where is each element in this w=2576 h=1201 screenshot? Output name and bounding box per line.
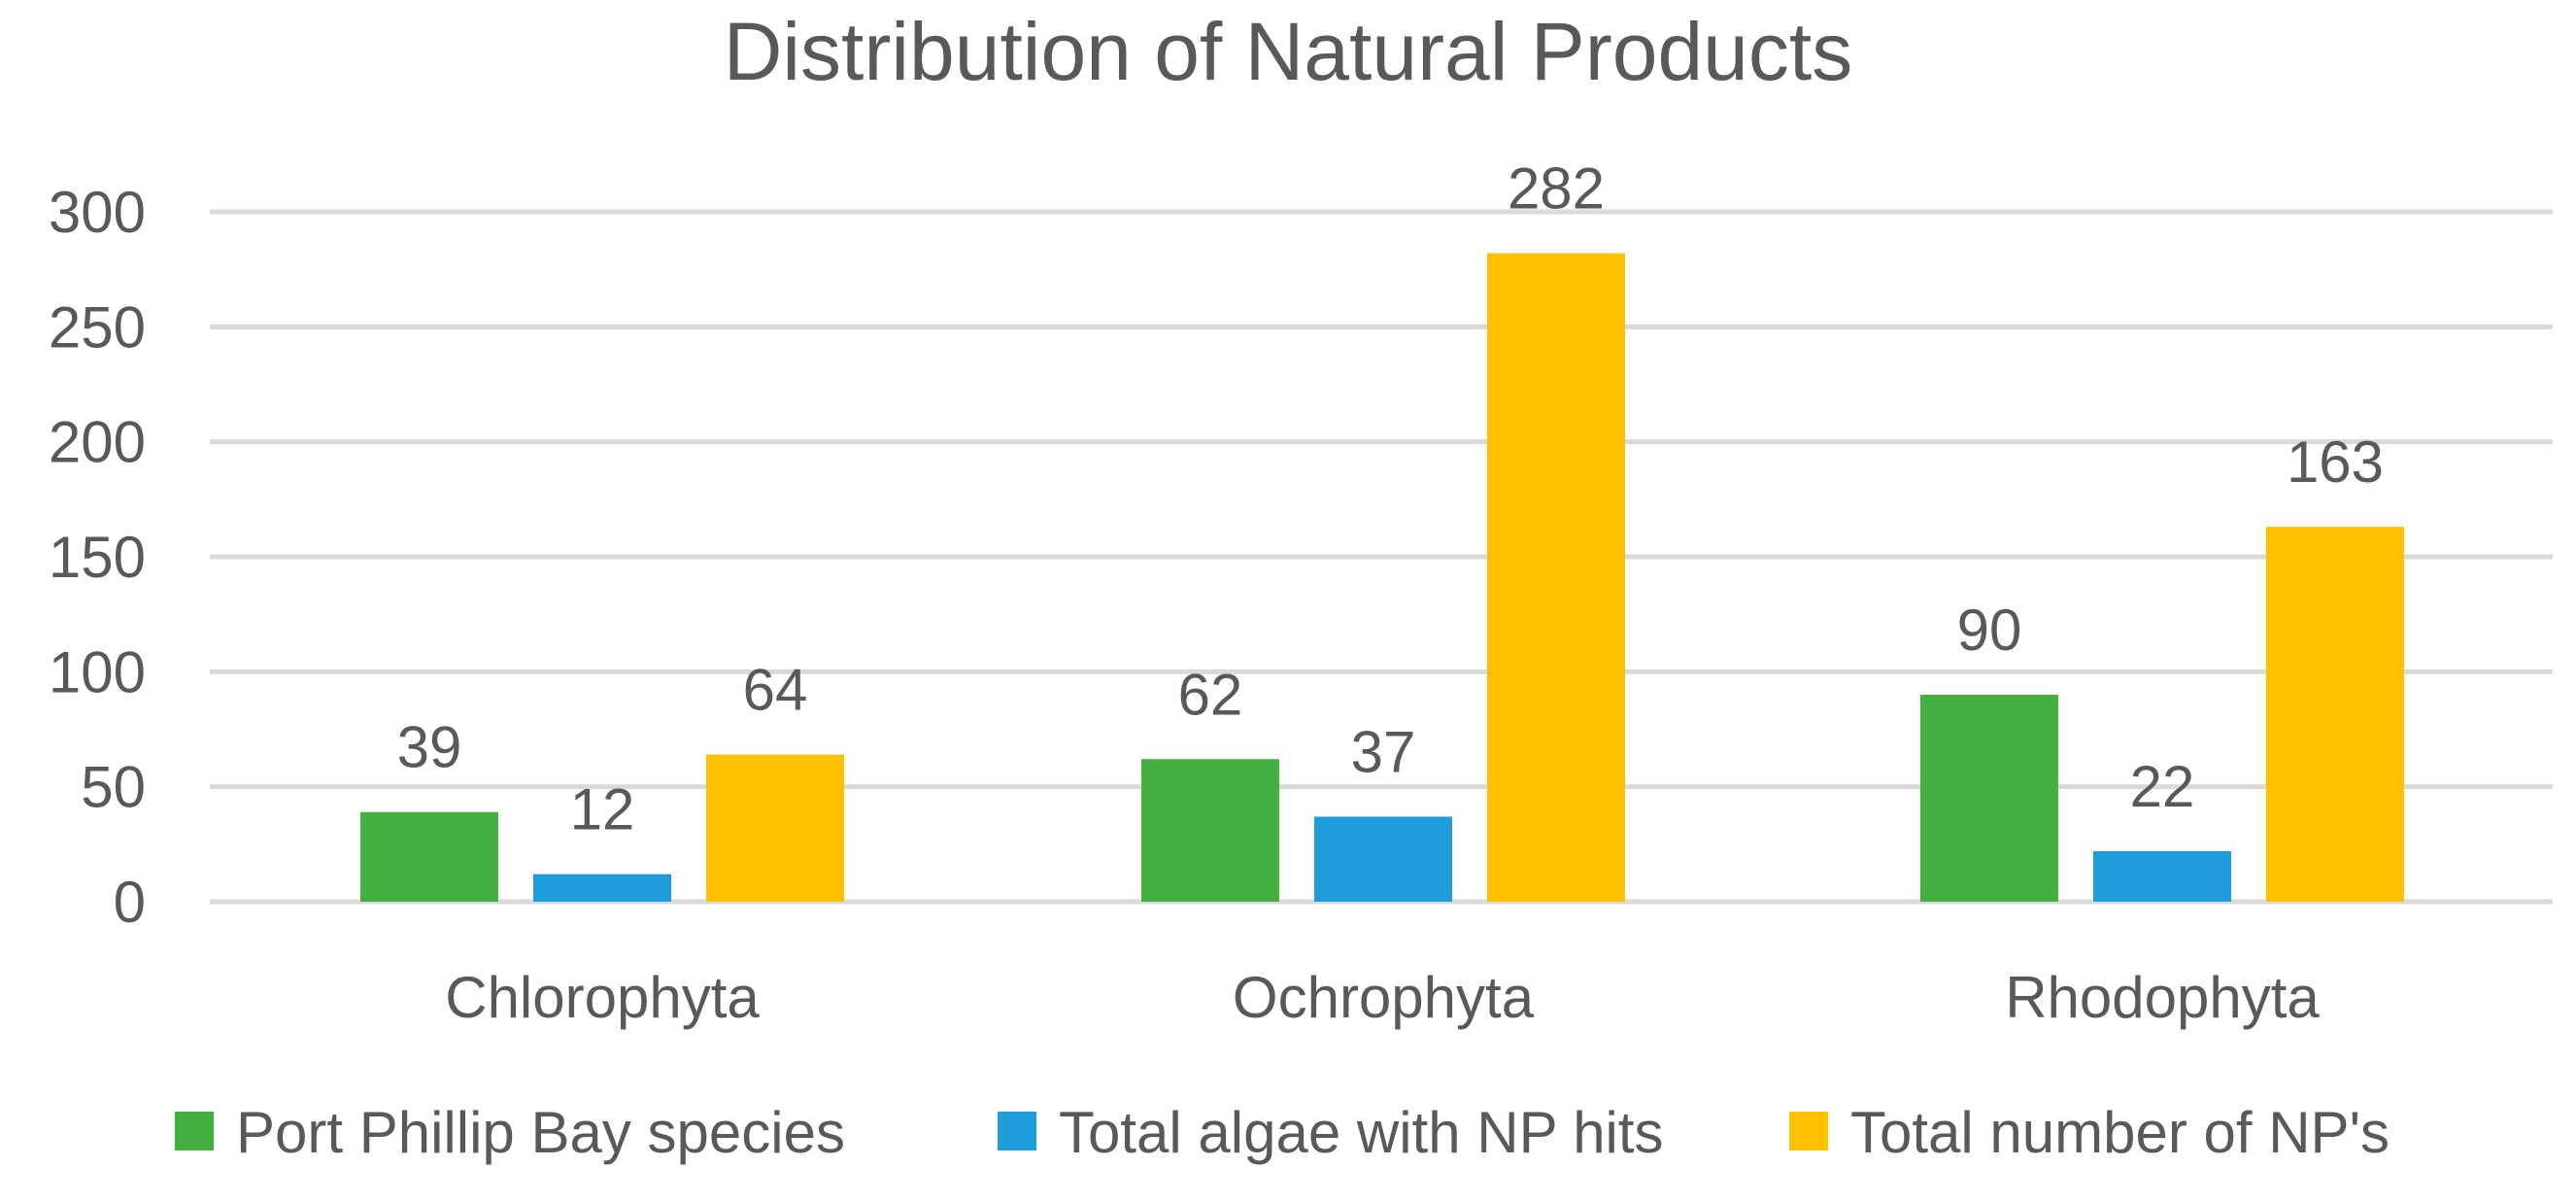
x-category-label-rhodophyta: Rhodophyta [2005,965,2320,1030]
data-label-chlorophyta-series-1: 39 [397,715,462,780]
y-tick-label-200: 200 [49,410,146,475]
y-axis-ticks: 0 50 100 150 200 250 300 [49,180,146,935]
legend-label-1: Port Phillip Bay species [236,1100,845,1165]
legend-swatch-3 [1789,1112,1828,1150]
y-tick-label-0: 0 [114,870,146,935]
data-label-rhodophyta-series-1: 90 [1957,598,2022,663]
chart-title: Distribution of Natural Products [724,6,1853,97]
data-label-ochrophyta-series-2: 37 [1351,719,1416,784]
y-tick-label-300: 300 [49,180,146,245]
legend-label-3: Total number of NP's [1850,1100,2390,1165]
bar-chlorophyta-series-2 [533,874,671,902]
legend: Port Phillip Bay species Total algae with… [175,1100,2390,1165]
y-tick-label-100: 100 [49,639,146,704]
bars-group [360,253,2404,903]
bar-chlorophyta-series-1 [360,811,498,902]
y-tick-label-150: 150 [49,525,146,590]
bar-rhodophyta-series-1 [1920,695,2058,902]
data-label-chlorophyta-series-3: 64 [743,658,808,723]
x-category-label-ochrophyta: Ochrophyta [1233,965,1535,1030]
data-label-ochrophyta-series-3: 282 [1508,156,1605,222]
legend-label-2: Total algae with NP hits [1059,1100,1664,1165]
data-label-chlorophyta-series-2: 12 [570,777,635,842]
legend-swatch-1 [175,1112,214,1150]
legend-swatch-2 [998,1112,1036,1150]
data-label-ochrophyta-series-1: 62 [1178,662,1243,727]
bar-ochrophyta-series-3 [1487,253,1625,903]
grid-lines [210,209,2553,905]
data-label-rhodophyta-series-3: 163 [2287,429,2384,495]
y-tick-label-250: 250 [49,294,146,360]
data-labels-group: 39 12 64 62 37 282 90 22 163 [397,156,2384,842]
bar-rhodophyta-series-2 [2093,850,2231,902]
x-category-label-chlorophyta: Chlorophyta [445,965,760,1030]
data-label-rhodophyta-series-2: 22 [2130,754,2195,819]
bar-chlorophyta-series-3 [706,754,844,902]
bar-ochrophyta-series-2 [1314,816,1452,902]
y-tick-label-50: 50 [81,755,146,820]
bar-ochrophyta-series-1 [1141,759,1279,902]
x-axis-categories: Chlorophyta Ochrophyta Rhodophyta [445,965,2320,1030]
bar-rhodophyta-series-3 [2266,527,2404,902]
